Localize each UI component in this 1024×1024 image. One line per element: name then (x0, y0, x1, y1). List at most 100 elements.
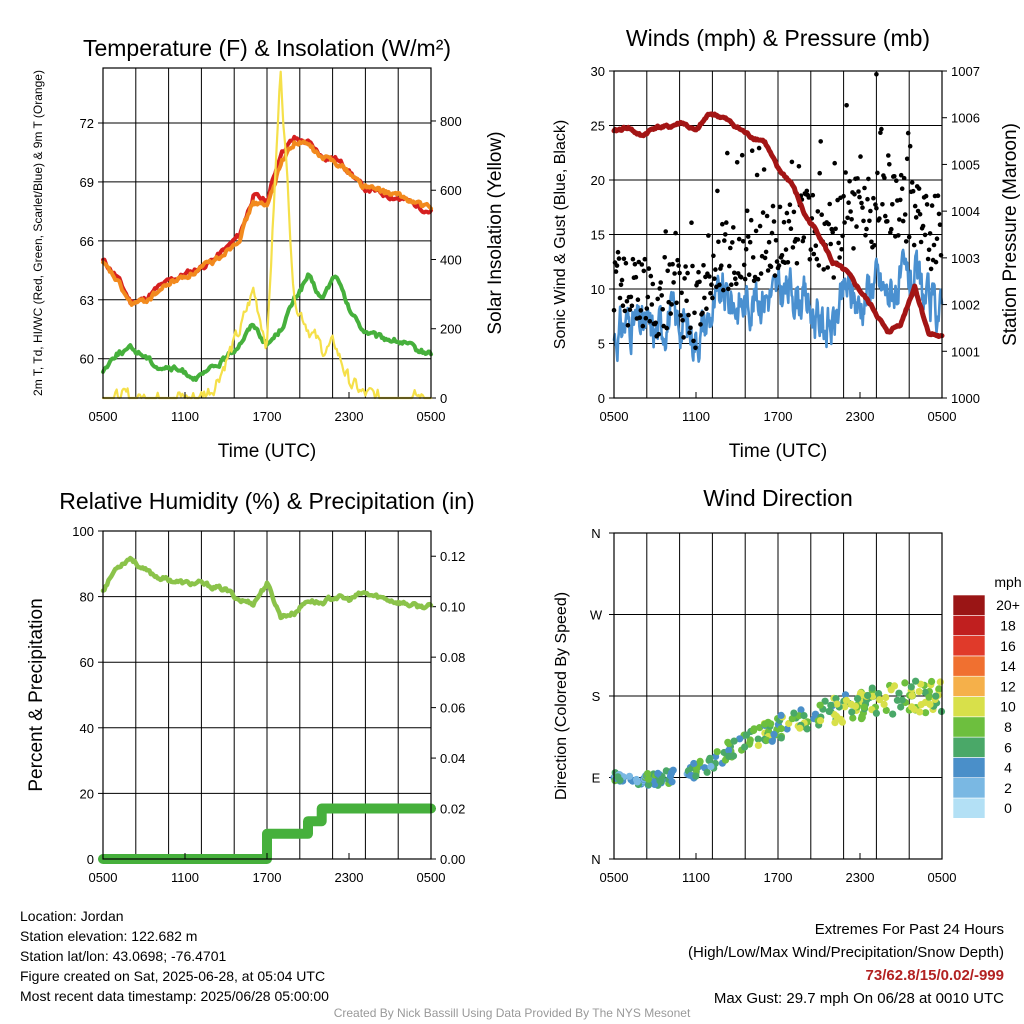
wind_direction-point (889, 710, 897, 718)
winds-gust-point (907, 143, 913, 149)
winds-gust-point (852, 192, 857, 197)
wind_direction-colorbar-label: mph (994, 574, 1021, 590)
winds-gust-point (637, 315, 643, 321)
winds-gust-point (646, 266, 652, 271)
wind_direction-point (897, 703, 905, 711)
winds-xtick-label: 0500 (928, 409, 957, 424)
winds-gust-point (791, 209, 797, 215)
winds-gust-point (757, 223, 763, 229)
wind_direction-point (768, 737, 776, 745)
winds-gust-point (833, 226, 838, 232)
winds-gust-point (730, 240, 735, 245)
wind_direction-colorbar-tick: 8 (1004, 719, 1012, 735)
winds-gust-point (713, 267, 718, 272)
humidity-xtick-label: 0500 (417, 870, 446, 885)
wind_direction-colorbar-swatch (952, 655, 986, 677)
winds-gust-point (708, 290, 713, 296)
wind_direction-point (730, 737, 738, 745)
temperature-xtick-label: 0500 (89, 409, 118, 424)
winds-gust-point (686, 312, 691, 318)
humidity-ytick-label: 20 (80, 786, 94, 801)
wind_direction-point (872, 709, 881, 717)
wind_direction-xtick-label: 2300 (846, 870, 875, 885)
winds-gust-point (613, 269, 619, 274)
winds-gust-point (751, 278, 757, 284)
wind_direction-point (756, 724, 764, 732)
winds-gust-point (772, 273, 778, 278)
humidity-ytick-right-label: 0.00 (440, 852, 465, 867)
winds-gust-point (721, 287, 726, 293)
winds-gust-point (868, 208, 873, 214)
winds-ytick-label: 25 (591, 119, 605, 134)
elevation-text: Station elevation: 122.682 m (20, 928, 198, 944)
wind_direction-point (742, 731, 751, 739)
wind_direction-colorbar-swatch (952, 675, 986, 697)
wind_direction-ytick-label: S (592, 689, 601, 704)
winds-gust-point (756, 145, 762, 151)
winds-gust-point (764, 213, 770, 219)
winds-gust-point (771, 219, 777, 224)
winds-gust-point (896, 233, 901, 238)
winds-gust-point (796, 164, 802, 169)
wind_direction-colorbar-tick: 2 (1004, 780, 1012, 796)
winds-gust-point (801, 235, 807, 240)
wind_direction-point (921, 688, 929, 697)
wind_direction-colorbar-swatch (952, 614, 986, 636)
temperature-ylabel-left: 2m T, Td, HI/WC (Red, Green, Scarlet/Blu… (31, 70, 45, 396)
wind_direction-point (833, 700, 841, 708)
wind_direction-point (912, 677, 920, 685)
winds-gust-point (864, 226, 869, 232)
humidity-ytick-label: 80 (80, 590, 94, 605)
humidity-ytick-label: 40 (80, 721, 94, 736)
wind_direction-point (841, 691, 850, 699)
temperature-ytick-label: 69 (80, 175, 94, 190)
winds-gust-point (655, 296, 660, 302)
wind_direction-point (754, 741, 763, 750)
winds-gust-point (729, 282, 734, 288)
winds-gust-point (928, 266, 934, 272)
wind_direction-point (854, 695, 862, 703)
winds-gust-point (675, 257, 680, 263)
wind_direction-point (796, 724, 804, 732)
extremes-subtitle: (High/Low/Max Wind/Precipitation/Snow De… (688, 944, 1004, 961)
winds-gust-point (660, 307, 665, 312)
wind_direction-colorbar-swatch (952, 716, 986, 738)
winds-gust-point (648, 273, 654, 279)
winds-gust-point (897, 217, 902, 222)
wind_direction-point (876, 696, 884, 704)
winds-gust-point (734, 160, 740, 165)
winds-gust-point (665, 268, 670, 274)
wind_direction-point (928, 677, 936, 686)
winds-gust-point (712, 276, 717, 282)
wind_direction-point (875, 690, 883, 698)
latlon-text: Station lat/lon: 43.0698; -76.4701 (20, 948, 227, 964)
station-info: Location: Jordan Station elevation: 122.… (20, 906, 329, 1006)
winds-gust-point (644, 306, 650, 311)
winds-gust-point (704, 306, 709, 312)
wind_direction-point (651, 780, 659, 789)
winds-gust-point (806, 195, 812, 200)
winds-gust-point (676, 263, 681, 268)
wind_direction-point (895, 689, 903, 697)
winds-gust-point (709, 282, 714, 288)
winds-gust-point (784, 210, 790, 216)
winds-gust-point (632, 261, 638, 267)
winds-gust-point (874, 205, 879, 211)
wind_direction-point (838, 718, 847, 726)
winds-gust-point (707, 274, 712, 279)
winds-gust-point (915, 208, 921, 214)
winds-gust-point (711, 253, 716, 259)
winds-ytick-right-label: 1005 (951, 157, 980, 172)
wind_direction-colorbar-swatch (952, 797, 986, 819)
winds-gust-point (934, 236, 940, 241)
wind_direction-point (713, 748, 721, 756)
wind_direction-point (625, 772, 634, 780)
winds-ytick-right-label: 1003 (951, 251, 980, 266)
winds-gust-point (836, 240, 841, 246)
winds-ytick-label: 10 (591, 282, 605, 297)
winds-gust-point (616, 256, 622, 261)
wind_direction-point (811, 710, 820, 718)
humidity-xtick-label: 1700 (253, 870, 282, 885)
winds-gust-point (732, 270, 737, 276)
winds-gust-point (916, 186, 922, 191)
